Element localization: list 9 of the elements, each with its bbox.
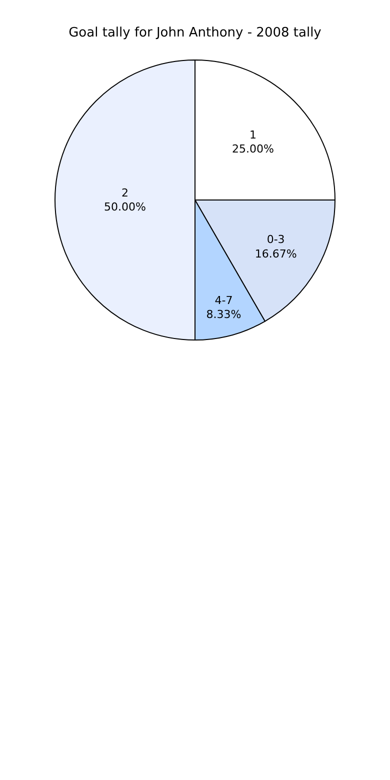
data-label: 16.67%: [254, 247, 297, 260]
slice-label: 4-7: [214, 294, 233, 307]
slice-label: 1: [249, 128, 256, 142]
data-label: 50.00%: [104, 200, 146, 214]
slice-label: 2: [122, 186, 128, 200]
data-label: 25.00%: [232, 142, 274, 156]
chart-title: Goal tally for John Anthony - 2008 tally: [68, 25, 322, 40]
data-label: 8.33%: [206, 308, 242, 322]
slice-label: 0-3: [266, 233, 285, 246]
